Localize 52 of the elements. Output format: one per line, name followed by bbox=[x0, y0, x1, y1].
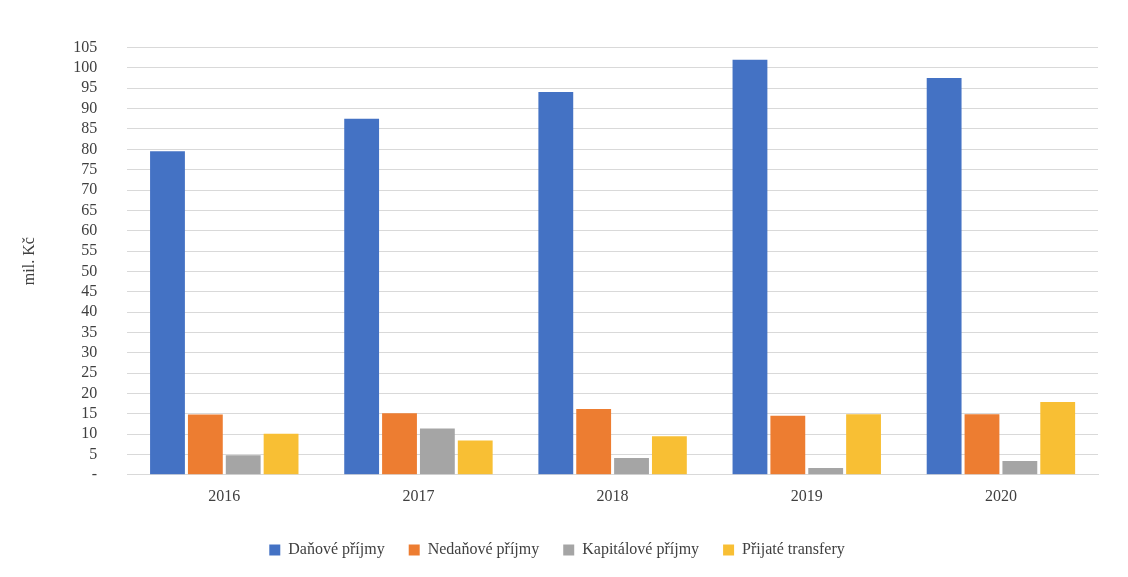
y-tick-label: 5 bbox=[89, 444, 98, 462]
y-tick-label: 100 bbox=[73, 58, 98, 76]
bar bbox=[538, 91, 574, 475]
bar bbox=[225, 455, 261, 475]
y-tick-label: 65 bbox=[81, 200, 98, 218]
legend-label: Kapitálové příjmy bbox=[582, 540, 700, 559]
legend-label: Nedaňové příjmy bbox=[427, 540, 540, 559]
x-tick-label: 2020 bbox=[984, 486, 1017, 504]
bar bbox=[964, 414, 1000, 475]
x-tick-label: 2018 bbox=[596, 486, 629, 504]
y-tick-label: 15 bbox=[81, 403, 98, 421]
bar bbox=[419, 428, 455, 475]
bar bbox=[263, 433, 299, 475]
bar bbox=[150, 151, 185, 475]
y-tick-label: 25 bbox=[81, 363, 98, 381]
x-tick-label: 2017 bbox=[402, 486, 435, 504]
y-tick-label: 10 bbox=[81, 424, 98, 442]
y-tick-label: 50 bbox=[81, 261, 98, 279]
y-tick-label: 30 bbox=[81, 342, 98, 360]
y-tick-label: 55 bbox=[81, 241, 98, 259]
y-tick-label: 75 bbox=[81, 159, 98, 177]
y-tick-label: 85 bbox=[81, 119, 98, 137]
x-tick-label: 2019 bbox=[790, 486, 823, 504]
bar bbox=[344, 118, 380, 475]
y-tick-label: 20 bbox=[81, 383, 98, 401]
y-tick-label: 45 bbox=[81, 281, 98, 299]
bar bbox=[770, 415, 806, 475]
bar bbox=[576, 408, 612, 475]
y-tick-label: 60 bbox=[81, 220, 98, 238]
bar bbox=[614, 458, 649, 475]
bar bbox=[457, 440, 493, 475]
y-tick-label: 95 bbox=[81, 78, 98, 96]
y-tick-label: 40 bbox=[81, 302, 98, 320]
bar bbox=[1040, 401, 1076, 475]
bar bbox=[651, 436, 687, 475]
legend-label: Daňové příjmy bbox=[288, 540, 385, 559]
y-tick-label: 105 bbox=[73, 37, 98, 55]
y-tick-label: - bbox=[91, 465, 98, 482]
x-tick-label: 2016 bbox=[208, 486, 241, 504]
bar bbox=[187, 414, 223, 475]
bar bbox=[808, 467, 844, 475]
y-tick-label: 35 bbox=[81, 322, 98, 340]
y-tick-label: 80 bbox=[81, 139, 98, 157]
y-tick-label: 90 bbox=[81, 98, 98, 116]
bar bbox=[1002, 460, 1038, 475]
bar bbox=[926, 78, 962, 475]
legend-label: Přijaté transfery bbox=[742, 540, 845, 559]
y-axis-title: mil. Kč bbox=[19, 237, 37, 286]
bar bbox=[732, 59, 768, 475]
bar bbox=[382, 413, 417, 475]
y-tick-label: 70 bbox=[81, 180, 98, 198]
bar bbox=[846, 414, 881, 475]
